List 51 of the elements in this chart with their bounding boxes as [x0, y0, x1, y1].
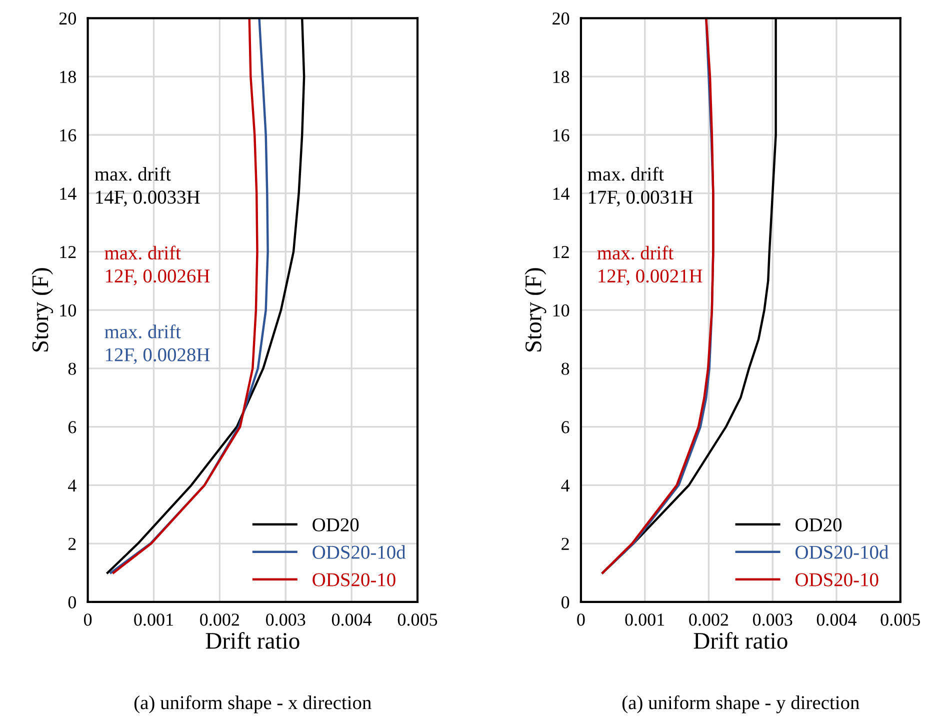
y-tick-label: 18: [553, 70, 570, 83]
x-tick-label: 0.003: [752, 614, 792, 626]
legend-label: ODS20-10d: [312, 545, 406, 559]
legend-label: ODS20-10: [312, 573, 396, 586]
text: (a) uniform shape - y direction: [622, 695, 860, 714]
y-tick-label: 8: [68, 362, 76, 375]
y-tick-label: 14: [553, 188, 570, 200]
y-tick-label: 14: [60, 188, 76, 200]
x-tick-label: 0.001: [134, 614, 173, 626]
x-tick-label: 0: [84, 614, 92, 626]
legend-label: ODS20-10d: [796, 545, 888, 559]
y-tick-label: 2: [68, 538, 76, 550]
legend-label: OD20: [312, 518, 359, 532]
y-tick-label: 0: [68, 596, 76, 608]
x-tick-label: 0.002: [689, 614, 728, 626]
annotation: max. drift 12F, 0.0026H: [104, 246, 210, 286]
x-tick-label: 0.002: [200, 614, 239, 626]
y-tick-label: 20: [552, 12, 570, 25]
y-tick-label: 6: [68, 421, 76, 434]
text: (a) uniform shape - x direction: [134, 695, 372, 714]
x-tick-label: 0.004: [332, 614, 372, 626]
x-tick-label: 0.001: [625, 614, 664, 626]
y-tick-label: 12: [60, 246, 76, 258]
y-tick-label: 2: [562, 538, 569, 550]
annotation: max. drift 12F, 0.0021H: [597, 246, 702, 286]
x-axis-title: Drift ratio: [206, 632, 300, 649]
y-tick-label: 16: [60, 129, 76, 142]
x-tick-label: 0.005: [398, 614, 438, 626]
y-tick-label: 0: [561, 596, 570, 608]
x-tick-label: 0: [577, 614, 585, 626]
x-tick-label: 0.003: [266, 614, 306, 626]
annotation: max. drift 17F, 0.0031H: [588, 166, 693, 207]
y-axis-title: Story (F): [32, 268, 54, 352]
y-tick-label: 10: [60, 304, 76, 317]
y-tick-label: 16: [553, 129, 570, 142]
x-axis-title: Drift ratio: [694, 632, 788, 649]
annotation: max. drift 12F, 0.0028H: [104, 324, 210, 364]
legend-label: OD20: [796, 518, 842, 532]
y-tick-label: 4: [68, 480, 76, 492]
y-tick-label: 4: [561, 480, 570, 492]
annotation: max. drift 14F, 0.0033H: [94, 166, 200, 207]
y-tick-label: 8: [561, 362, 570, 375]
x-tick-label: 0.004: [816, 614, 857, 626]
y-axis-title: Story (F): [524, 268, 546, 352]
y-tick-label: 20: [59, 12, 76, 25]
y-tick-label: 10: [553, 304, 570, 317]
y-tick-label: 6: [562, 421, 570, 434]
y-tick-label: 12: [553, 246, 569, 258]
y-tick-label: 18: [60, 70, 76, 83]
x-tick-label: 0.005: [880, 614, 920, 626]
legend-label: ODS20-10: [796, 573, 878, 586]
